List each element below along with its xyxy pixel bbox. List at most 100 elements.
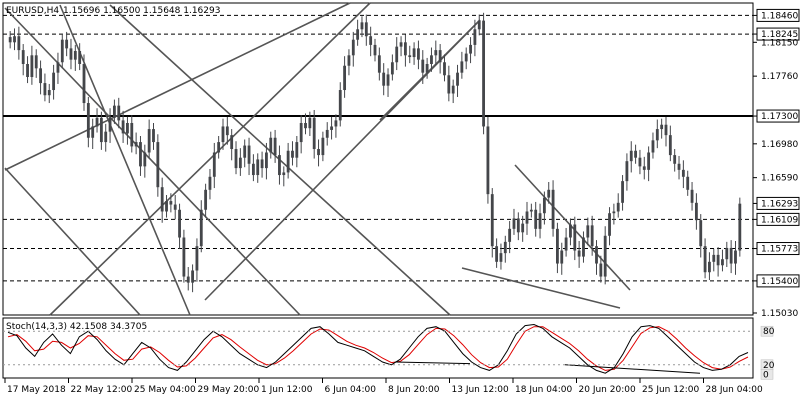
candle-body	[34, 55, 38, 69]
candle-body	[52, 72, 56, 91]
candle-body	[677, 163, 681, 170]
candle-body	[338, 90, 342, 121]
candle-body	[278, 155, 281, 176]
candle-body	[390, 62, 394, 75]
candle-body	[403, 42, 407, 56]
candle-body	[443, 62, 446, 76]
candle-body	[291, 150, 294, 158]
candle-body	[304, 122, 307, 129]
candle-body	[256, 159, 260, 176]
candle-body	[204, 189, 208, 210]
trendline	[379, 19, 481, 121]
candle-body	[112, 105, 116, 118]
candle-body	[334, 120, 338, 127]
candle-body	[230, 135, 234, 150]
stoch-level-box	[760, 325, 774, 337]
candle-body	[91, 126, 95, 138]
stoch-divergence-line	[394, 361, 471, 365]
trendline	[49, 2, 371, 316]
candle-body	[590, 225, 594, 247]
candle-body	[725, 247, 729, 260]
candle-body	[625, 161, 629, 182]
candle-body	[160, 187, 164, 212]
candle-body	[134, 142, 138, 147]
candle-body	[13, 36, 16, 43]
candle-body	[521, 223, 525, 233]
time-tick-label: 25 May 04:00	[134, 385, 196, 395]
candle-body	[525, 211, 529, 224]
candle-body	[556, 228, 559, 264]
candle-body	[681, 169, 685, 177]
candle-body	[39, 68, 42, 84]
candle-body	[208, 176, 212, 190]
candle-body	[599, 263, 603, 277]
candle-body	[655, 129, 659, 141]
stoch-axis: 80 200	[3, 325, 775, 380]
price-level-box	[756, 109, 800, 123]
candle-body	[99, 117, 103, 143]
candle-body	[56, 62, 60, 73]
price-level-box	[756, 8, 800, 22]
candle-body	[382, 72, 386, 86]
candle-body	[317, 149, 320, 156]
candle-body	[699, 220, 703, 247]
candle-body	[247, 145, 251, 164]
candle-body	[560, 250, 564, 264]
candle-body	[417, 48, 420, 60]
time-tick-label: 1 Jun 12:00	[261, 385, 313, 395]
candle-body	[17, 36, 21, 51]
candle-body	[608, 213, 611, 236]
candle-body	[269, 137, 273, 153]
candle-body	[716, 254, 720, 266]
candle-body	[447, 75, 451, 94]
chart-header-ohlc: 1.15696 1.16500 1.15648 1.16293	[63, 6, 220, 16]
candle-body	[538, 213, 542, 229]
candle-body	[121, 120, 125, 134]
candle-body	[377, 55, 381, 73]
candle-body	[73, 50, 77, 60]
candle-body	[573, 224, 577, 251]
candle-body	[647, 152, 651, 170]
candle-body	[295, 142, 299, 158]
trendline	[4, 7, 301, 316]
price-tick-label: 1.18460	[761, 11, 798, 21]
candle-body	[199, 209, 203, 247]
candle-body	[178, 209, 181, 238]
price-tick-label: 1.16590	[761, 174, 798, 184]
candle-body	[412, 48, 416, 58]
candle-body	[586, 225, 590, 238]
price-tick-label: 1.15773	[761, 245, 798, 255]
chart-header-symbol: EURUSD,H4	[6, 6, 59, 16]
price-panel[interactable]	[2, 2, 754, 316]
candle-body	[425, 63, 429, 73]
time-tick-label: 17 May 2018	[7, 385, 66, 395]
candle-body	[373, 44, 377, 56]
time-tick-label: 22 May 12:00	[71, 385, 133, 395]
candle-body	[603, 235, 607, 277]
candle-body	[217, 142, 221, 153]
candle-body	[464, 53, 468, 62]
candle-body	[186, 276, 190, 283]
candle-body	[82, 63, 86, 104]
candle-body	[668, 135, 672, 156]
candle-body	[21, 50, 25, 64]
time-tick-label: 6 Jun 04:00	[325, 385, 377, 395]
candle-body	[421, 59, 425, 73]
candle-body	[108, 117, 112, 132]
candle-body	[490, 194, 494, 247]
candle-body	[616, 202, 620, 212]
candle-body	[69, 48, 73, 60]
candle-body	[721, 259, 724, 266]
stoch-panel[interactable]	[2, 317, 754, 379]
price-level-box	[756, 196, 800, 210]
price-tick-label: 1.15400	[761, 277, 798, 287]
candle-body	[8, 37, 12, 43]
candle-body	[195, 246, 199, 271]
candle-body	[577, 250, 581, 257]
candle-body	[729, 247, 733, 264]
candle-body	[694, 202, 698, 221]
candle-body	[456, 72, 459, 86]
stoch-level-label: 20	[763, 361, 775, 371]
